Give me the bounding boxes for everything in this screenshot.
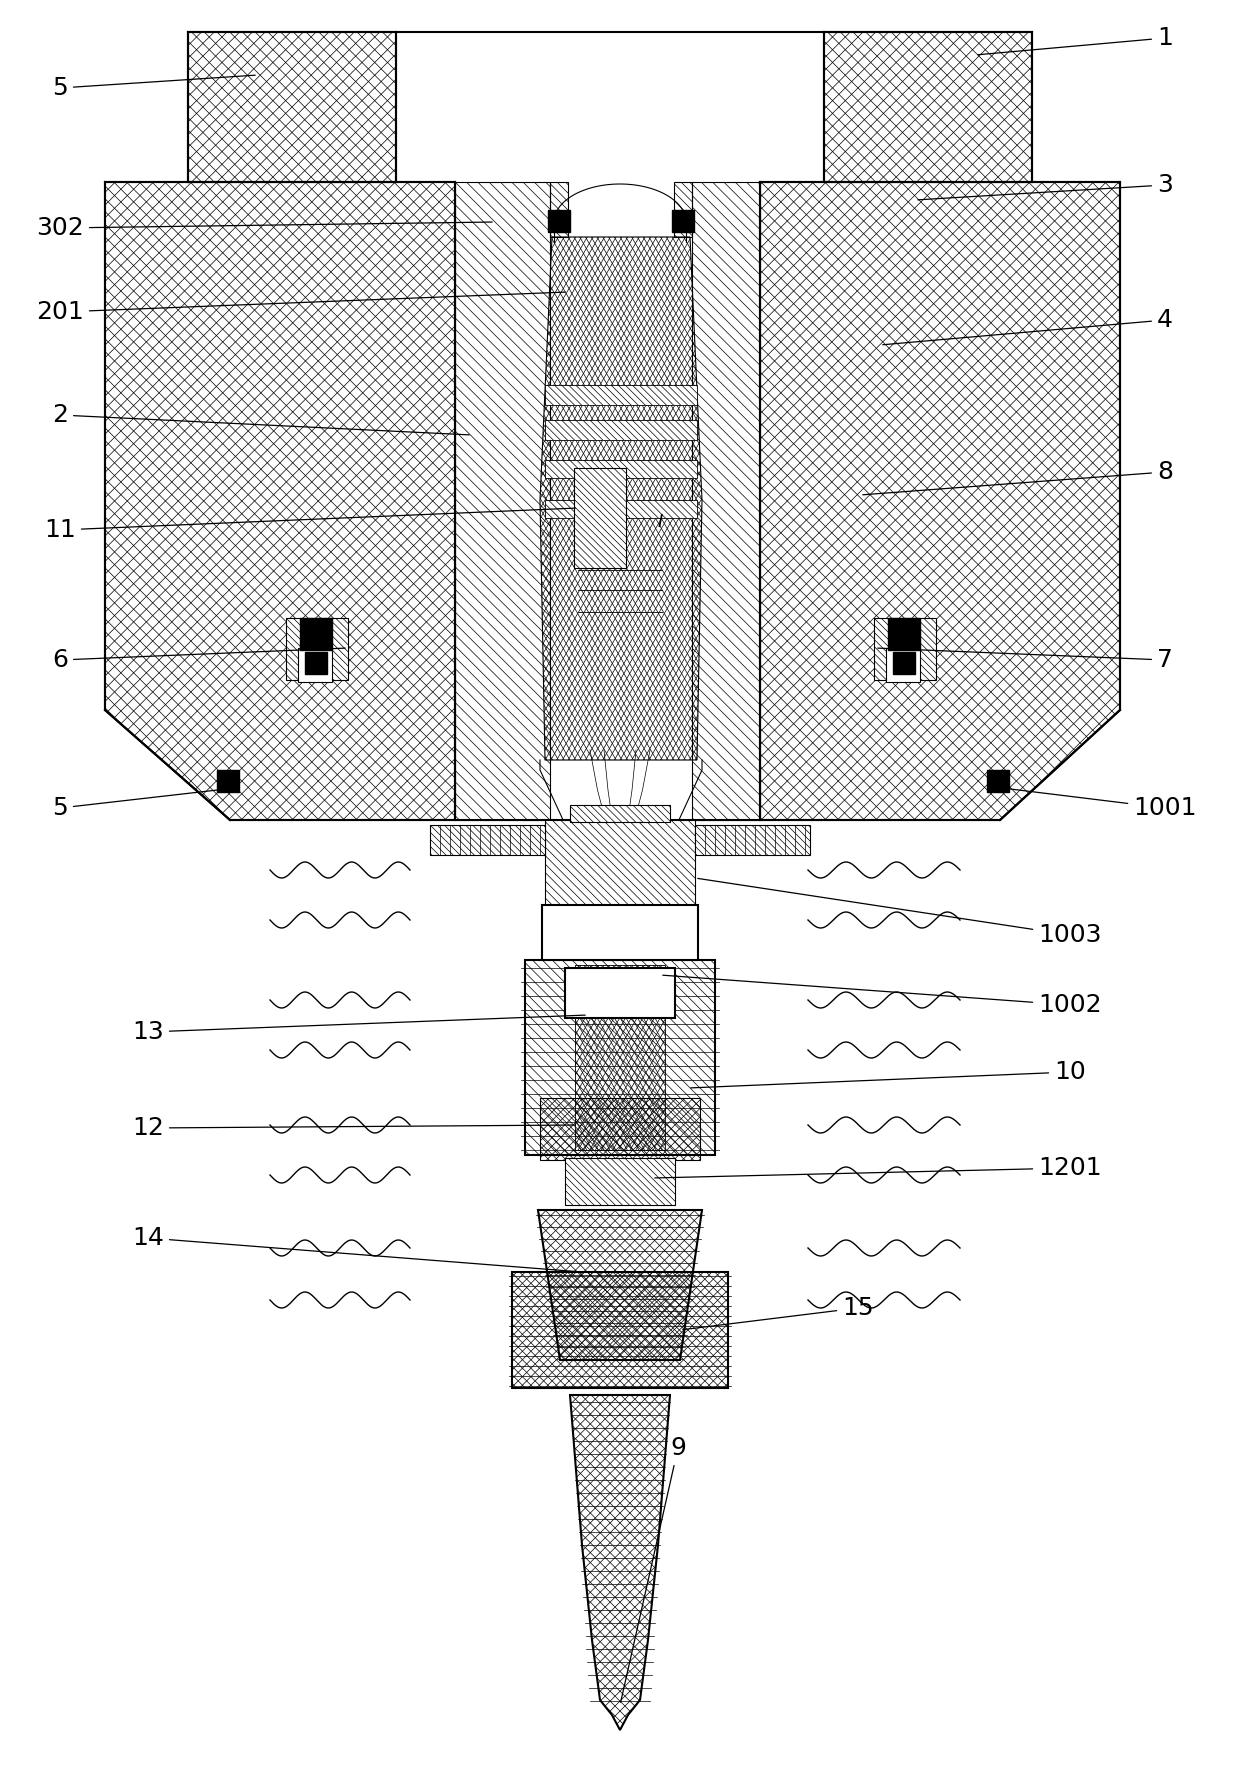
Polygon shape — [286, 619, 348, 681]
Bar — [298, 649, 332, 682]
Text: 3: 3 — [918, 173, 1173, 200]
Text: 1201: 1201 — [655, 1156, 1102, 1179]
Polygon shape — [874, 619, 936, 681]
Text: I: I — [657, 513, 662, 530]
Text: 201: 201 — [36, 292, 565, 324]
Bar — [300, 619, 332, 651]
Text: 7: 7 — [878, 649, 1173, 672]
Polygon shape — [546, 385, 697, 405]
Bar — [542, 905, 698, 960]
Polygon shape — [574, 469, 626, 568]
Polygon shape — [565, 1158, 675, 1206]
Bar — [987, 771, 1009, 792]
Text: 14: 14 — [133, 1225, 579, 1271]
Text: 2: 2 — [52, 403, 469, 435]
Polygon shape — [694, 826, 810, 856]
Polygon shape — [546, 500, 697, 518]
Text: 5: 5 — [52, 789, 232, 820]
Polygon shape — [546, 460, 697, 477]
Text: 8: 8 — [863, 460, 1173, 495]
Polygon shape — [525, 960, 715, 1155]
Text: 9: 9 — [620, 1436, 686, 1703]
Bar — [887, 649, 920, 682]
Polygon shape — [570, 804, 670, 822]
Polygon shape — [546, 820, 694, 905]
Bar — [548, 210, 570, 232]
Text: 1: 1 — [978, 27, 1173, 55]
Text: 4: 4 — [883, 308, 1173, 345]
Polygon shape — [546, 421, 697, 440]
Text: 6: 6 — [52, 649, 345, 672]
Text: 13: 13 — [133, 1015, 585, 1043]
Text: 5: 5 — [52, 76, 255, 101]
Polygon shape — [430, 826, 546, 856]
Bar — [217, 771, 239, 792]
Bar — [893, 652, 915, 674]
Bar — [672, 210, 694, 232]
Text: 1002: 1002 — [662, 976, 1102, 1017]
Text: 15: 15 — [683, 1296, 874, 1330]
Text: 11: 11 — [45, 507, 575, 543]
Text: 1001: 1001 — [1004, 789, 1197, 820]
Bar — [305, 652, 327, 674]
Text: 12: 12 — [133, 1116, 575, 1140]
Bar — [888, 619, 920, 651]
Text: 1003: 1003 — [698, 879, 1102, 948]
Bar — [565, 969, 675, 1018]
Text: 302: 302 — [36, 216, 492, 240]
Text: 10: 10 — [691, 1061, 1086, 1087]
